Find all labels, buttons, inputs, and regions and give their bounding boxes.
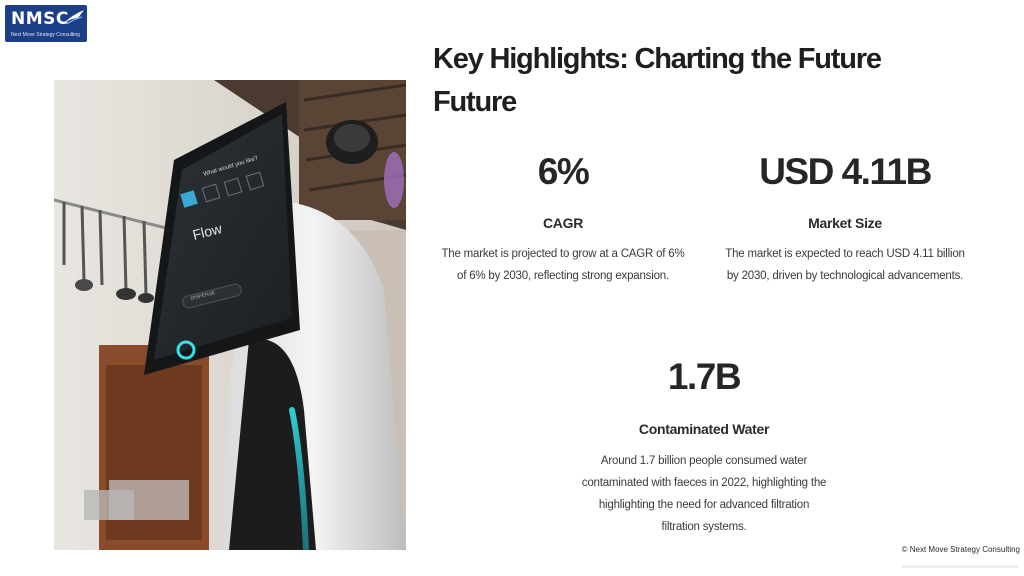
- logo-text: NMSC: [11, 9, 69, 29]
- stat-cagr: 6% CAGR The market is projected to grow …: [433, 150, 693, 287]
- stat-market-desc-line: The market is expected to reach USD 4.11…: [725, 248, 965, 260]
- stat-water-desc-line: contaminated with faeces in 2022, highli…: [581, 477, 827, 489]
- stat-water-desc-line: Around 1.7 billion people consumed water: [600, 455, 808, 467]
- slide-title: Key Highlights: Charting the Future Futu…: [433, 38, 993, 124]
- slide-title-line-1: Key Highlights: Charting the Future: [433, 43, 882, 75]
- stat-water-value: 1.7B: [667, 356, 742, 397]
- stat-cagr-desc-line: The market is projected to grow at a CAG…: [441, 248, 685, 260]
- stat-cagr-description: The market is projected to grow at a CAG…: [433, 243, 693, 287]
- stat-market-value: USD 4.11B: [759, 151, 932, 192]
- stat-market-size: USD 4.11B Market Size The market is expe…: [712, 150, 978, 287]
- stat-contaminated-water: 1.7B Contaminated Water Around 1.7 billi…: [565, 355, 843, 538]
- stat-water-description: Around 1.7 billion people consumed water…: [565, 450, 843, 538]
- stat-water-desc-line: highlighting the need for advanced filtr…: [598, 499, 810, 511]
- copyright-notice: © Next Move Strategy Consulting: [901, 545, 1020, 554]
- stat-cagr-desc-line: of 6% by 2030, reflecting strong expansi…: [457, 270, 669, 282]
- company-logo: NMSC Next Move Strategy Consulting: [5, 5, 87, 42]
- stat-cagr-label: CAGR: [542, 215, 584, 231]
- footer-divider: [901, 565, 1019, 568]
- stat-cagr-value: 6%: [537, 151, 590, 192]
- stat-water-desc-line: filtration systems.: [661, 521, 747, 533]
- logo-swoosh-icon: [64, 10, 84, 25]
- logo-subtext: Next Move Strategy Consulting: [11, 32, 80, 38]
- stat-water-label: Contaminated Water: [638, 421, 770, 437]
- screen-mode: Flow: [191, 220, 224, 243]
- water-dispenser-image: What would you like? Flow DISPENSE: [54, 80, 406, 550]
- stat-market-description: The market is expected to reach USD 4.11…: [712, 243, 978, 287]
- stat-market-label: Market Size: [808, 215, 882, 231]
- product-photo: What would you like? Flow DISPENSE: [54, 80, 406, 550]
- slide-title-line-2: Future: [433, 86, 517, 118]
- stat-market-desc-line: by 2030, driven by technological advance…: [726, 270, 964, 282]
